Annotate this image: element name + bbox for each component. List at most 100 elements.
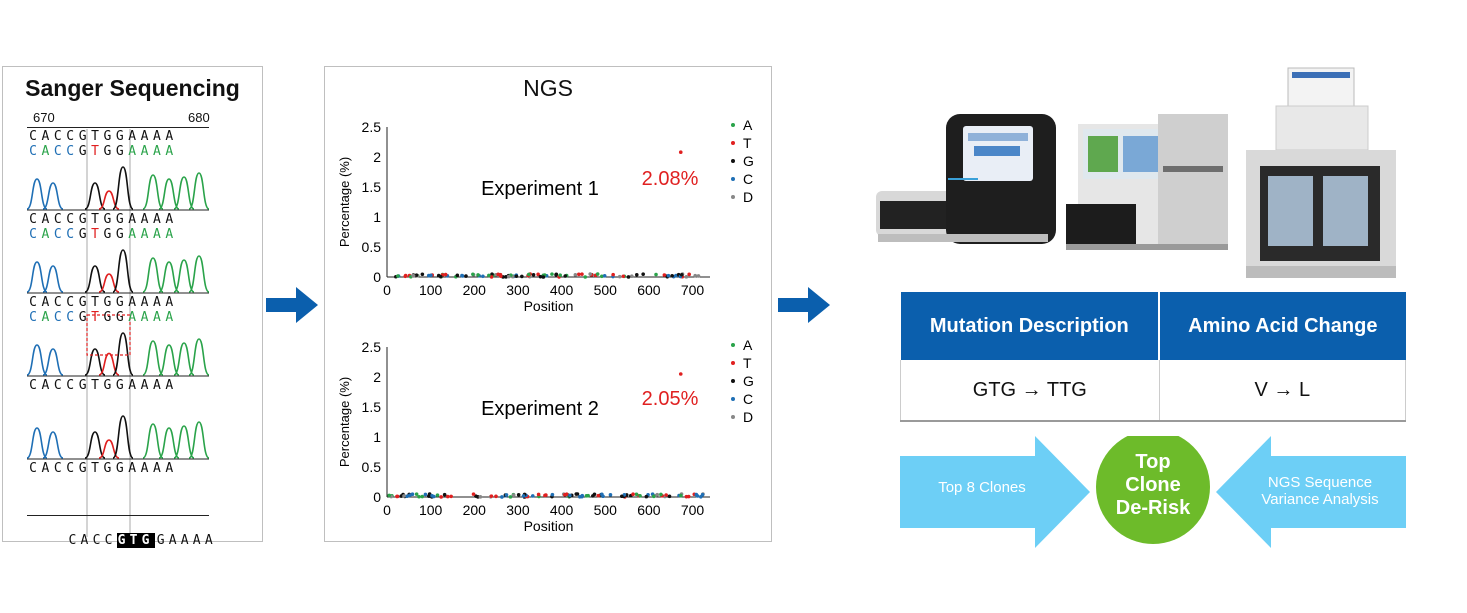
baseline-point xyxy=(527,272,531,277)
base-letter: T xyxy=(91,227,102,242)
x-tick-label: 600 xyxy=(637,282,661,298)
legend-label: D xyxy=(743,409,753,425)
baseline-point xyxy=(487,273,491,278)
base-letter: C xyxy=(66,295,77,310)
ngs-title: NGS xyxy=(523,75,573,101)
baseline-point xyxy=(634,492,639,497)
baseline-point xyxy=(506,274,511,279)
base-letter: A xyxy=(165,295,176,310)
x-tick-label: 100 xyxy=(419,502,443,518)
baseline-point xyxy=(563,492,567,497)
baseline-point xyxy=(414,273,419,277)
base-letter: G xyxy=(103,378,114,393)
base-letter: A xyxy=(153,129,164,144)
base-letter: A xyxy=(128,378,139,393)
x-tick-label: 600 xyxy=(637,502,661,518)
base-letter: G xyxy=(78,378,89,393)
baseline-point xyxy=(496,272,500,277)
base-letter: C xyxy=(29,144,40,159)
baseline-point xyxy=(595,272,600,276)
baseline-point xyxy=(471,272,475,277)
base-letter: C xyxy=(53,461,65,476)
baseline-point xyxy=(504,275,508,279)
base-letter: C xyxy=(53,227,65,242)
experiment-label: Experiment 2 xyxy=(481,398,599,420)
baseline-point xyxy=(403,274,408,279)
legend-marker xyxy=(731,361,735,365)
legend-marker xyxy=(731,379,735,383)
x-tick-label: 300 xyxy=(506,502,530,518)
flow-right-line-2: Variance Analysis xyxy=(1261,491,1378,508)
y-tick-label: 0 xyxy=(373,269,381,285)
base-letter: T xyxy=(91,295,102,310)
chromatogram-trace xyxy=(26,344,64,376)
baseline-point xyxy=(445,494,450,499)
base-letter: A xyxy=(140,212,151,227)
arrow-right-icon xyxy=(778,287,830,323)
baseline-point xyxy=(504,493,509,497)
baseline-point xyxy=(592,492,597,497)
baseline-point xyxy=(490,272,494,276)
baseline-point xyxy=(634,272,639,277)
baseline-point xyxy=(631,492,635,496)
baseline-point xyxy=(654,272,658,277)
baseline-point xyxy=(684,275,689,279)
base-letter: C xyxy=(29,212,40,227)
x-tick-label: 200 xyxy=(463,502,487,518)
flow-center-line-2: Clone xyxy=(1125,474,1181,496)
legend-label: C xyxy=(743,391,753,407)
cell-mutation: GTG → TTG xyxy=(900,360,1160,422)
experiment-label: Experiment 1 xyxy=(481,178,599,200)
baseline-point xyxy=(530,494,535,498)
y-axis-label: Percentage (%) xyxy=(337,377,352,467)
x-tick-label: 500 xyxy=(594,502,618,518)
baseline-point xyxy=(516,493,521,497)
y-tick-label: 2.5 xyxy=(362,119,382,135)
baseline-point xyxy=(439,495,443,499)
baseline-point xyxy=(407,493,412,498)
peak-point xyxy=(678,372,683,376)
baseline-point xyxy=(580,494,584,499)
legend-marker xyxy=(731,123,735,127)
base-letter: A xyxy=(153,378,164,393)
base-letter: A xyxy=(140,129,151,144)
peak-annotation: 2.08% xyxy=(642,168,699,190)
legend-label: G xyxy=(743,153,754,169)
baseline-point xyxy=(667,494,672,499)
base-letter: G xyxy=(115,310,126,325)
chromatogram-trace xyxy=(84,265,106,293)
base-letter: A xyxy=(128,295,139,310)
base-letter: T xyxy=(91,378,102,393)
base-letter: G xyxy=(78,310,89,325)
base-letter: G xyxy=(103,310,114,325)
position-start: 670 xyxy=(33,110,55,125)
base-letter: A xyxy=(165,227,176,242)
base-letter: A xyxy=(140,144,151,159)
baseline-point xyxy=(558,273,562,277)
base-letter: A xyxy=(41,129,52,144)
baseline-point xyxy=(396,274,400,278)
base-letter: C xyxy=(53,144,65,159)
baseline-point xyxy=(435,493,440,497)
base-letter: A xyxy=(41,227,52,242)
baseline-point xyxy=(481,274,485,279)
sequence-rule xyxy=(27,127,209,128)
base-letter: A xyxy=(41,310,52,325)
baseline-point xyxy=(696,274,701,278)
baseline-point xyxy=(417,494,421,499)
baseline-point xyxy=(420,494,425,499)
base-letter: G xyxy=(78,144,89,159)
baseline-point xyxy=(430,494,434,498)
y-tick-label: 1 xyxy=(373,209,381,225)
base-letter: G xyxy=(115,212,126,227)
baseline-point xyxy=(476,273,480,277)
y-tick-label: 2 xyxy=(373,149,381,165)
base-letter: C xyxy=(53,310,65,325)
legend-marker xyxy=(731,397,735,401)
baseline-point xyxy=(536,272,540,277)
base-letter: C xyxy=(29,295,40,310)
